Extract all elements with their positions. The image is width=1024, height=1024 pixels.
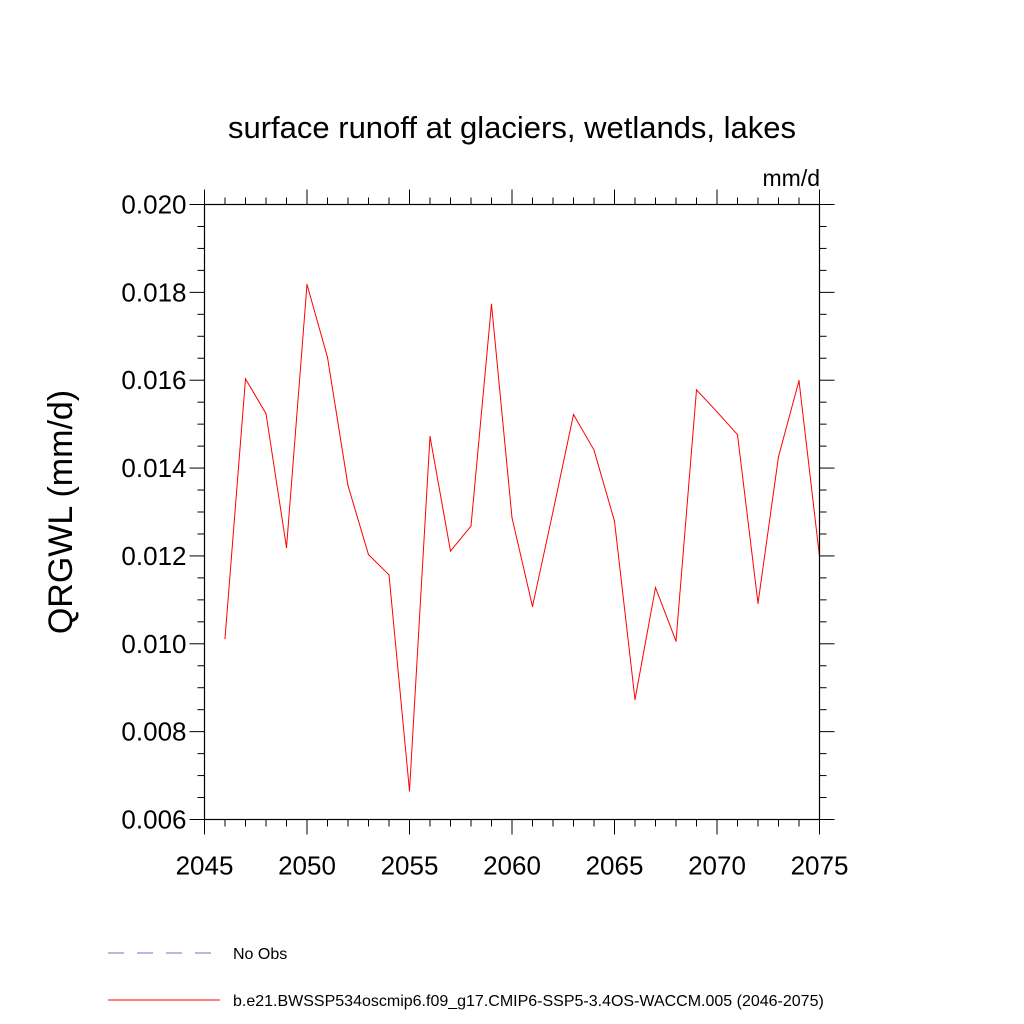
data-point-2072 (757, 602, 759, 604)
legend-no-obs-label: No Obs (233, 946, 287, 963)
units-label: mm/d (763, 165, 821, 191)
y-tick-label: 0.008 (121, 717, 186, 747)
x-tick-label: 2070 (688, 851, 746, 881)
data-point-2070 (716, 411, 718, 413)
legend-series-label: b.e21.BWSSP534oscmip6.f09_g17.CMIP6-SSP5… (233, 993, 824, 1010)
data-point-2064 (593, 449, 595, 451)
y-tick-label: 0.010 (121, 629, 186, 659)
data-point-2051 (326, 356, 329, 358)
data-point-2074 (798, 380, 800, 382)
x-tick-label: 2045 (176, 851, 234, 881)
plot-frame (203, 203, 821, 821)
data-point-2066 (634, 698, 636, 701)
x-tick-label: 2055 (381, 851, 439, 881)
data-point-2054 (388, 574, 390, 576)
data-point-2048 (265, 413, 267, 415)
x-tick-label: 2075 (791, 851, 849, 881)
x-tick-label: 2060 (483, 851, 541, 881)
y-axis-label: QRGWL (mm/d) (42, 390, 80, 634)
y-tick-label: 0.006 (121, 805, 186, 835)
y-tick-labels: 0.006 0.008 0.010 0.012 0.014 0.016 0.018 0.020 (121, 190, 186, 835)
data-point-2047 (244, 378, 247, 380)
data-point-2056 (429, 435, 431, 438)
data-point-2065 (613, 520, 616, 522)
data-point-2059 (490, 303, 493, 305)
data-point-2061 (531, 605, 534, 608)
chart-title: surface runoff at glaciers, wetlands, la… (228, 110, 796, 145)
major-ticks (189, 189, 835, 835)
y-tick-label: 0.012 (121, 541, 186, 571)
minor-ticks (197, 197, 827, 827)
data-point-2046 (224, 637, 226, 640)
x-tick-label: 2065 (586, 851, 644, 881)
data-point-2057 (449, 550, 452, 552)
data-points (224, 283, 821, 792)
data-point-2071 (736, 434, 739, 436)
y-tick-label: 0.016 (121, 365, 186, 395)
x-tick-labels: 2045 2050 2055 2060 2065 2070 2075 (176, 851, 849, 881)
x-tick-label: 2050 (278, 851, 336, 881)
data-point-2069 (695, 389, 698, 391)
data-point-2073 (777, 456, 780, 458)
data-point-2058 (470, 525, 472, 527)
data-point-2068 (675, 640, 677, 642)
data-point-2062 (552, 510, 554, 513)
data-point-2050 (306, 283, 308, 286)
data-point-2053 (367, 554, 370, 556)
data-point-2052 (347, 485, 349, 487)
y-tick-label: 0.014 (121, 453, 186, 483)
data-point-2067 (654, 586, 657, 589)
legend: No Obs b.e21.BWSSP534oscmip6.f09_g17.CMI… (108, 946, 824, 1010)
data-point-2063 (572, 413, 575, 416)
y-tick-label: 0.018 (121, 277, 186, 307)
data-point-2060 (511, 517, 513, 519)
data-point-2055 (408, 790, 411, 792)
y-tick-label: 0.020 (121, 190, 186, 220)
data-point-2049 (285, 546, 288, 549)
series-line (224, 284, 820, 791)
